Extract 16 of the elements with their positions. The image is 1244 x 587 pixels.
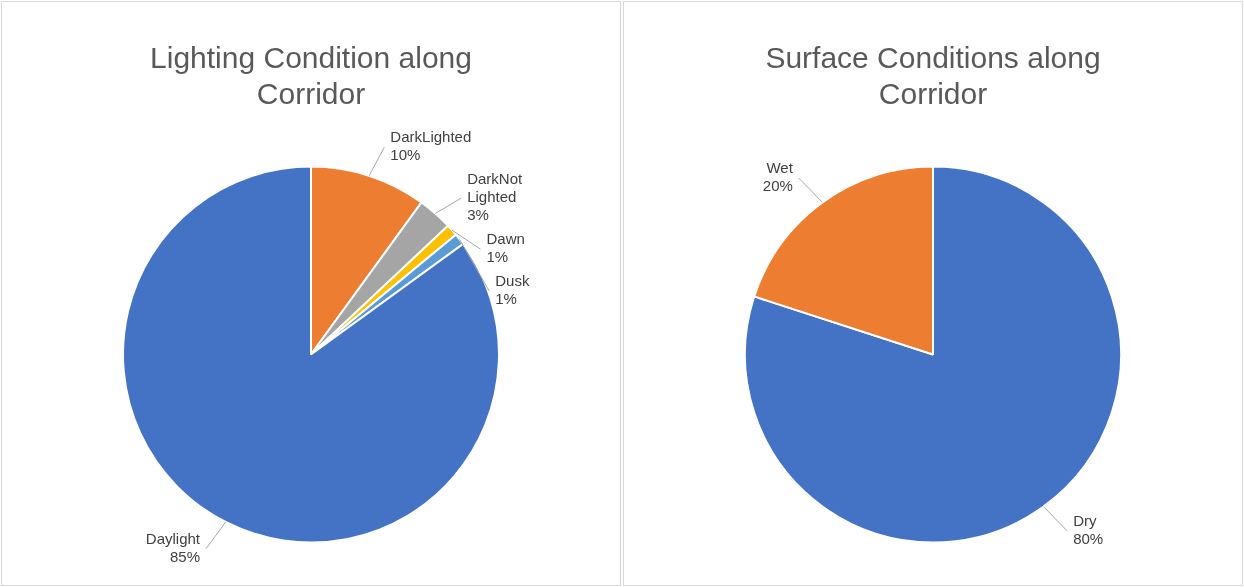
data-label: 10%	[390, 146, 421, 164]
data-label: 3%	[467, 206, 489, 224]
slice-label: Dry	[1073, 512, 1097, 530]
chart-title: Lighting Condition along Corridor	[150, 41, 472, 111]
slice-label: Dawn	[486, 230, 525, 248]
chart-title: Surface Conditions along Corridor	[765, 41, 1101, 111]
slice-label: DarkLighted	[390, 128, 472, 146]
data-label: 20%	[762, 177, 793, 195]
data-label: 1%	[486, 248, 509, 266]
data-label: 1%	[495, 290, 517, 308]
slice-label: DarkNot Lighted	[467, 170, 524, 206]
slice-label: Wet	[766, 159, 794, 177]
slice-label: Dusk	[495, 272, 530, 290]
data-label: 85%	[170, 547, 201, 565]
data-label: 80%	[1073, 530, 1104, 548]
slice-label: Daylight	[145, 529, 201, 547]
